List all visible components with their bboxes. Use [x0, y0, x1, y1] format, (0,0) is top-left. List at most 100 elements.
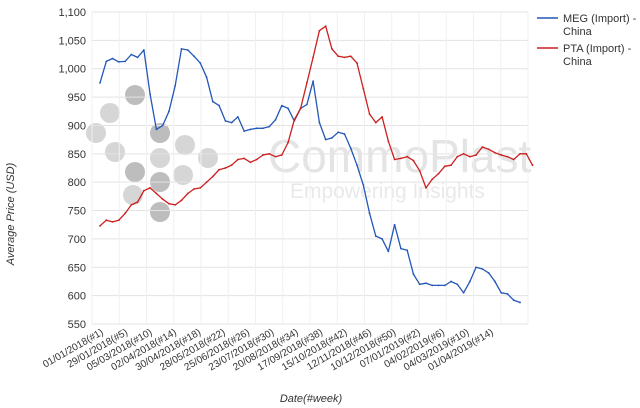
series-line-meg	[99, 48, 521, 304]
data-point	[280, 154, 283, 156]
data-point	[387, 140, 390, 143]
data-point	[481, 146, 484, 148]
data-point	[124, 212, 126, 215]
data-point	[387, 250, 390, 253]
data-point	[362, 87, 365, 90]
watermark-dot	[125, 162, 145, 182]
data-point	[312, 80, 315, 83]
watermark-dot	[175, 135, 195, 155]
watermark-dot	[125, 85, 145, 105]
data-point	[349, 147, 352, 150]
data-point	[487, 148, 490, 151]
data-point	[462, 152, 465, 155]
data-point	[531, 164, 534, 167]
data-point	[124, 60, 126, 63]
data-point	[211, 100, 214, 103]
data-point	[331, 47, 333, 50]
y-tick-label: 950	[68, 92, 86, 104]
data-point	[237, 116, 239, 118]
watermark-dot	[123, 185, 143, 205]
data-point	[205, 181, 208, 184]
data-point	[149, 186, 152, 189]
data-point	[393, 158, 396, 161]
y-tick-label: 1,000	[58, 64, 86, 76]
data-point	[230, 121, 233, 124]
watermark-dot	[150, 202, 170, 222]
data-point	[180, 47, 183, 50]
data-point	[312, 56, 315, 59]
data-point	[425, 186, 427, 189]
data-point	[456, 155, 459, 158]
watermark-dot	[100, 103, 120, 123]
data-point	[174, 203, 177, 206]
watermark-brand: CommoPlast	[268, 130, 532, 182]
data-point	[437, 172, 440, 175]
data-point	[437, 284, 440, 287]
legend-label: MEG (Import) -	[563, 13, 637, 25]
data-point	[399, 157, 402, 160]
watermark-dot	[173, 165, 193, 185]
data-point	[117, 61, 120, 63]
data-point	[337, 55, 340, 58]
data-point	[249, 161, 252, 164]
data-point	[500, 154, 503, 156]
data-point	[105, 219, 108, 222]
data-point	[431, 178, 434, 181]
data-point	[287, 141, 289, 144]
y-tick-label: 800	[68, 177, 86, 189]
y-tick-label: 900	[68, 120, 86, 132]
y-axis-title: Average Price (USD)	[5, 162, 17, 266]
data-point	[161, 198, 164, 201]
data-point	[111, 220, 114, 223]
data-point	[425, 282, 427, 285]
data-point	[218, 104, 221, 107]
data-point	[130, 53, 133, 56]
data-point	[224, 167, 227, 169]
data-point	[305, 103, 308, 106]
data-point	[130, 203, 133, 206]
data-point	[193, 188, 195, 190]
data-point	[168, 202, 170, 205]
y-tick-label: 600	[68, 291, 86, 303]
data-point	[324, 138, 327, 141]
watermark-dot	[198, 148, 218, 168]
data-point	[362, 184, 365, 186]
data-point	[506, 155, 509, 158]
x-axis-title: Date(#week)	[280, 393, 343, 405]
data-point	[393, 223, 396, 226]
data-point	[287, 107, 289, 110]
data-point	[356, 62, 358, 64]
data-point	[412, 159, 415, 162]
data-point	[174, 84, 177, 87]
data-point	[475, 154, 478, 156]
data-point	[519, 301, 521, 304]
data-point	[117, 219, 120, 222]
data-point	[205, 76, 208, 79]
data-point	[193, 55, 195, 58]
y-tick-label: 1,100	[58, 7, 86, 19]
data-point	[305, 82, 308, 84]
data-point	[105, 60, 108, 63]
data-point	[274, 155, 277, 158]
data-point	[356, 164, 358, 167]
data-point	[255, 127, 258, 130]
data-point	[450, 164, 452, 167]
watermark-logo-dots	[86, 85, 218, 222]
watermark-dot	[105, 142, 125, 162]
legend-label-cont: China	[563, 26, 593, 38]
data-point	[349, 55, 352, 58]
data-point	[142, 49, 145, 51]
data-point	[180, 199, 183, 202]
data-point	[155, 192, 158, 195]
data-point	[136, 56, 139, 59]
y-tick-label: 650	[68, 262, 86, 274]
data-point	[255, 158, 258, 161]
data-point	[136, 201, 139, 203]
data-point	[481, 268, 484, 270]
data-point	[262, 127, 264, 130]
data-point	[494, 280, 496, 283]
y-tick-label: 700	[68, 234, 86, 246]
y-tick-label: 850	[68, 149, 86, 161]
data-point	[262, 154, 264, 156]
